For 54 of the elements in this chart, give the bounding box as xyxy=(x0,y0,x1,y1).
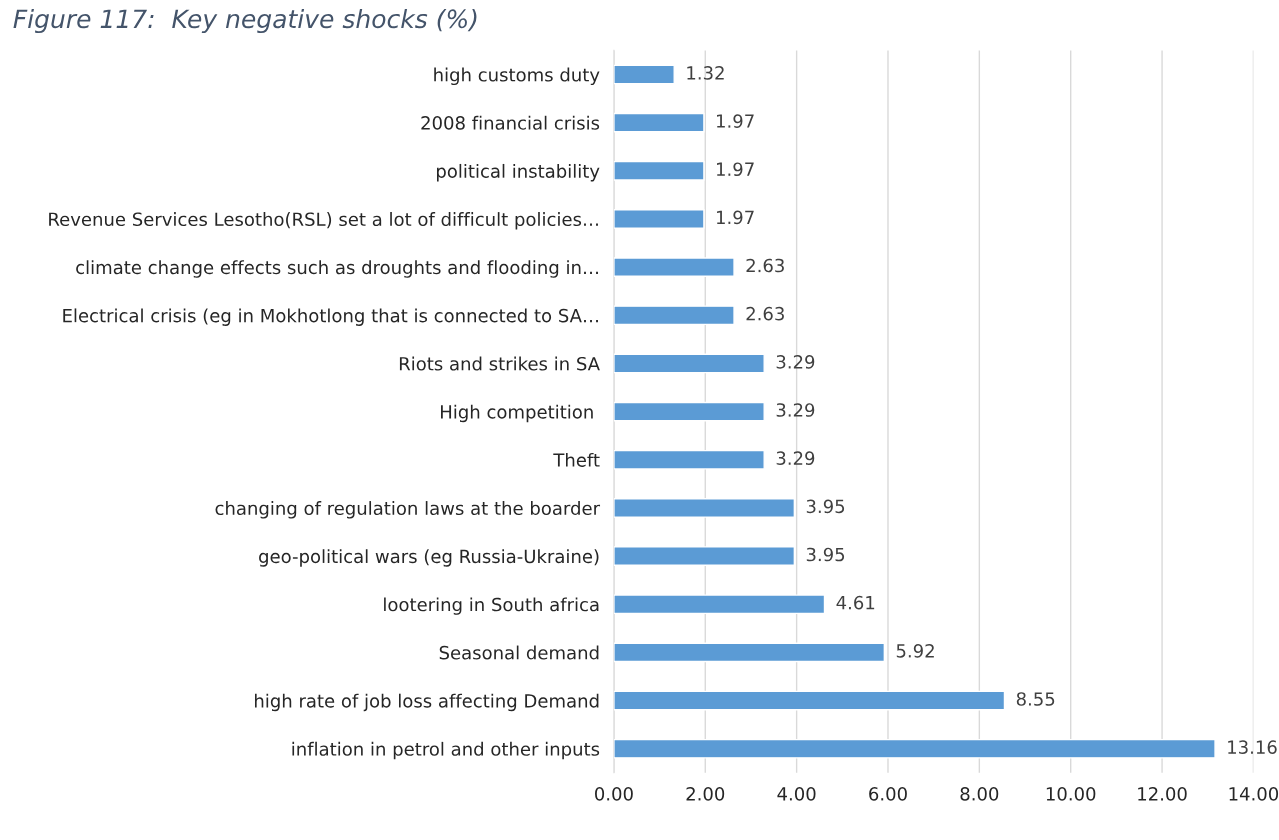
y-tick-label: Riots and strikes in SA xyxy=(399,356,600,371)
x-tick-label: 6.00 xyxy=(869,787,907,801)
y-tick-label: Revenue Services Lesotho(RSL) set a lot of difficult policies… xyxy=(49,212,598,230)
x-tick-label: 12.00 xyxy=(1138,787,1187,801)
data-label: 3.95 xyxy=(806,547,845,562)
y-tick-label: Seasonal demand xyxy=(439,645,599,660)
data-label: 2.63 xyxy=(746,258,784,273)
bar xyxy=(613,401,765,422)
bar xyxy=(613,353,765,374)
y-tick-label: Electrical crisis (eg in Mokhotlong that is connected to SA… xyxy=(63,308,598,326)
x-tick-label: 10.00 xyxy=(1046,787,1096,801)
text: Figure 117: Key negative shocks (%) xyxy=(13,8,477,34)
x-tick-label: 4.00 xyxy=(777,787,816,801)
data-label: 4.61 xyxy=(836,595,875,610)
data-label: 1.97 xyxy=(717,162,754,177)
bar xyxy=(613,64,675,85)
y-tick-label: geo-political wars (eg Russia-Ukraine) xyxy=(259,549,599,567)
x-tick-label: 8.00 xyxy=(960,787,999,801)
y-tick-label: high customs duty xyxy=(434,67,600,86)
y-tick-label: 2008 financial crisis xyxy=(421,115,600,130)
y-tick-label: political instability xyxy=(437,163,600,182)
x-tick-label: 2.00 xyxy=(686,787,725,801)
bar xyxy=(613,449,765,470)
data-label: 5.92 xyxy=(896,643,934,658)
data-label: 2.63 xyxy=(746,306,784,321)
y-tick-label: High competition xyxy=(441,404,593,423)
x-tick-label: 0.00 xyxy=(595,787,633,801)
bar xyxy=(613,690,1006,711)
y-tick-label: changing of regulation laws at the boarder xyxy=(215,501,601,519)
data-label: 3.29 xyxy=(776,355,815,369)
data-label: 1.97 xyxy=(717,210,754,225)
bar xyxy=(613,594,826,615)
y-tick-label: Theft xyxy=(553,452,600,467)
bar xyxy=(613,498,796,518)
bar xyxy=(613,305,735,326)
data-label: 3.29 xyxy=(776,451,815,465)
y-tick-label: climate change effects such as droughts and flooding in… xyxy=(76,260,598,278)
data-label: 3.95 xyxy=(806,499,845,514)
data-label: 8.55 xyxy=(1016,692,1055,706)
data-label: 1.32 xyxy=(687,66,724,80)
bar xyxy=(613,160,705,181)
data-label: 1.97 xyxy=(717,114,754,128)
bar xyxy=(613,257,735,277)
data-label: 13.16 xyxy=(1228,740,1277,754)
bar xyxy=(613,546,796,566)
bar xyxy=(613,112,705,133)
y-tick-label: lootering in South africa xyxy=(384,597,599,615)
bar xyxy=(613,642,886,663)
y-tick-label: high rate of job loss affecting Demand xyxy=(255,693,599,712)
x-tick-label: 14.00 xyxy=(1229,787,1279,801)
bar xyxy=(613,738,1216,759)
y-tick-label: inflation in petrol and other inputs xyxy=(292,741,600,760)
bar xyxy=(613,209,705,229)
data-label: 3.29 xyxy=(776,403,815,417)
